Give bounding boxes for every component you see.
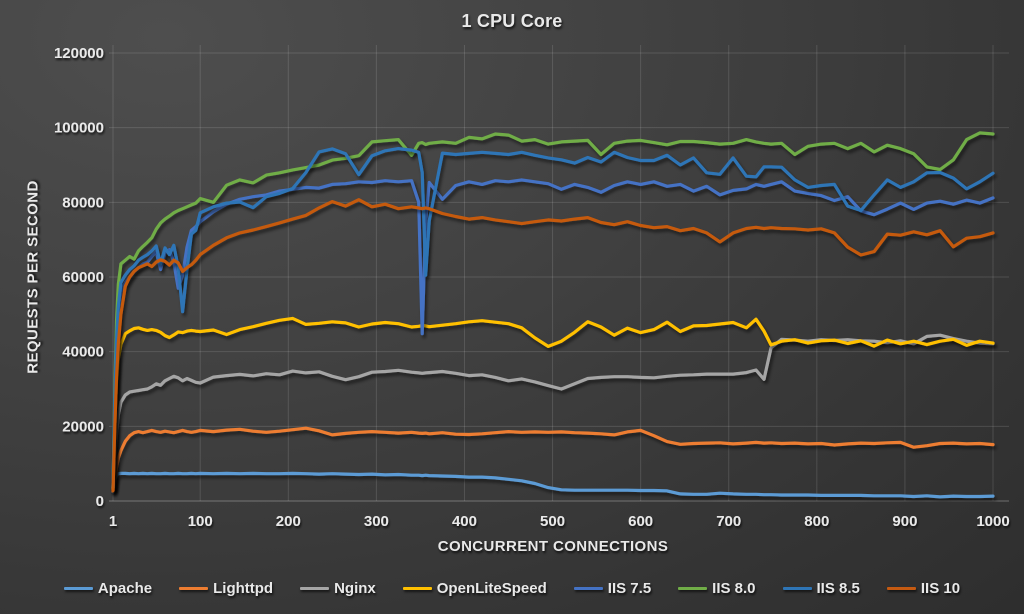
legend-item-apache: Apache — [63, 580, 153, 597]
legend-item-openlitespeed: OpenLiteSpeed — [402, 580, 547, 597]
series-line-openlitespeed — [111, 316, 995, 491]
legend-item-iis-10: IIS 10 — [886, 580, 961, 597]
y-tick-label: 0 — [96, 493, 104, 510]
y-tick-label: 100000 — [54, 120, 104, 137]
legend-swatch — [402, 587, 432, 590]
x-tick-label: 100 — [188, 513, 213, 530]
series-line-iis-8-5 — [111, 147, 995, 490]
x-tick-label: 300 — [364, 513, 389, 530]
legend-swatch — [782, 587, 812, 590]
y-tick-label: 80000 — [62, 194, 104, 211]
legend-swatch — [63, 587, 93, 590]
legend-item-lighttpd: Lighttpd — [179, 580, 273, 597]
series-line-apache — [111, 471, 995, 499]
legend-label: IIS 8.5 — [816, 580, 860, 597]
x-tick-label: 900 — [892, 513, 917, 530]
legend-label: Apache — [97, 580, 153, 597]
x-tick-label: 600 — [628, 513, 653, 530]
x-tick-label: 1 — [109, 513, 117, 530]
chart-title: 1 CPU Core — [461, 11, 563, 31]
series-lines — [111, 131, 995, 499]
legend-swatch — [179, 587, 209, 590]
x-tick-label: 400 — [452, 513, 477, 530]
legend-label: IIS 10 — [920, 580, 961, 597]
series-line-lighttpd — [111, 426, 995, 493]
legend-swatch — [573, 587, 603, 590]
y-tick-label: 40000 — [62, 344, 104, 361]
x-tick-label: 200 — [276, 513, 301, 530]
legend-swatch — [886, 587, 916, 590]
y-tick-label: 120000 — [54, 45, 104, 62]
x-tick-label: 700 — [716, 513, 741, 530]
legend-swatch — [300, 587, 330, 590]
y-tick-label: 60000 — [62, 269, 104, 286]
series-line-iis-10 — [111, 198, 995, 493]
axis-tick-labels: 0 20000 40000 60000 80000 100000 120000 1 100 200… — [54, 45, 1010, 530]
x-tick-label: 800 — [804, 513, 829, 530]
legend-label: IIS 7.5 — [607, 580, 652, 597]
legend-label: OpenLiteSpeed — [436, 580, 547, 597]
legend-item-iis-8-5: IIS 8.5 — [782, 580, 860, 597]
legend-label: Lighttpd — [213, 580, 274, 597]
legend-item-nginx: Nginx — [300, 580, 376, 597]
series-line-iis-8-0 — [111, 131, 995, 490]
x-tick-label: 500 — [540, 513, 565, 530]
legend-label: IIS 8.0 — [712, 580, 756, 597]
y-tick-label: 20000 — [62, 418, 104, 435]
x-tick-label: 1000 — [976, 513, 1009, 530]
legend-label: Nginx — [334, 580, 376, 597]
x-axis-title: CONCURRENT CONNECTIONS — [437, 538, 669, 555]
legend-item-iis-7-5: IIS 7.5 — [573, 580, 652, 597]
legend-item-iis-8-0: IIS 8.0 — [678, 580, 756, 597]
gridlines — [109, 45, 1009, 502]
legend-swatch — [678, 587, 708, 590]
legend: Apache Lighttpd Nginx OpenLiteSpeed IIS 7.5 I… — [0, 580, 1024, 597]
